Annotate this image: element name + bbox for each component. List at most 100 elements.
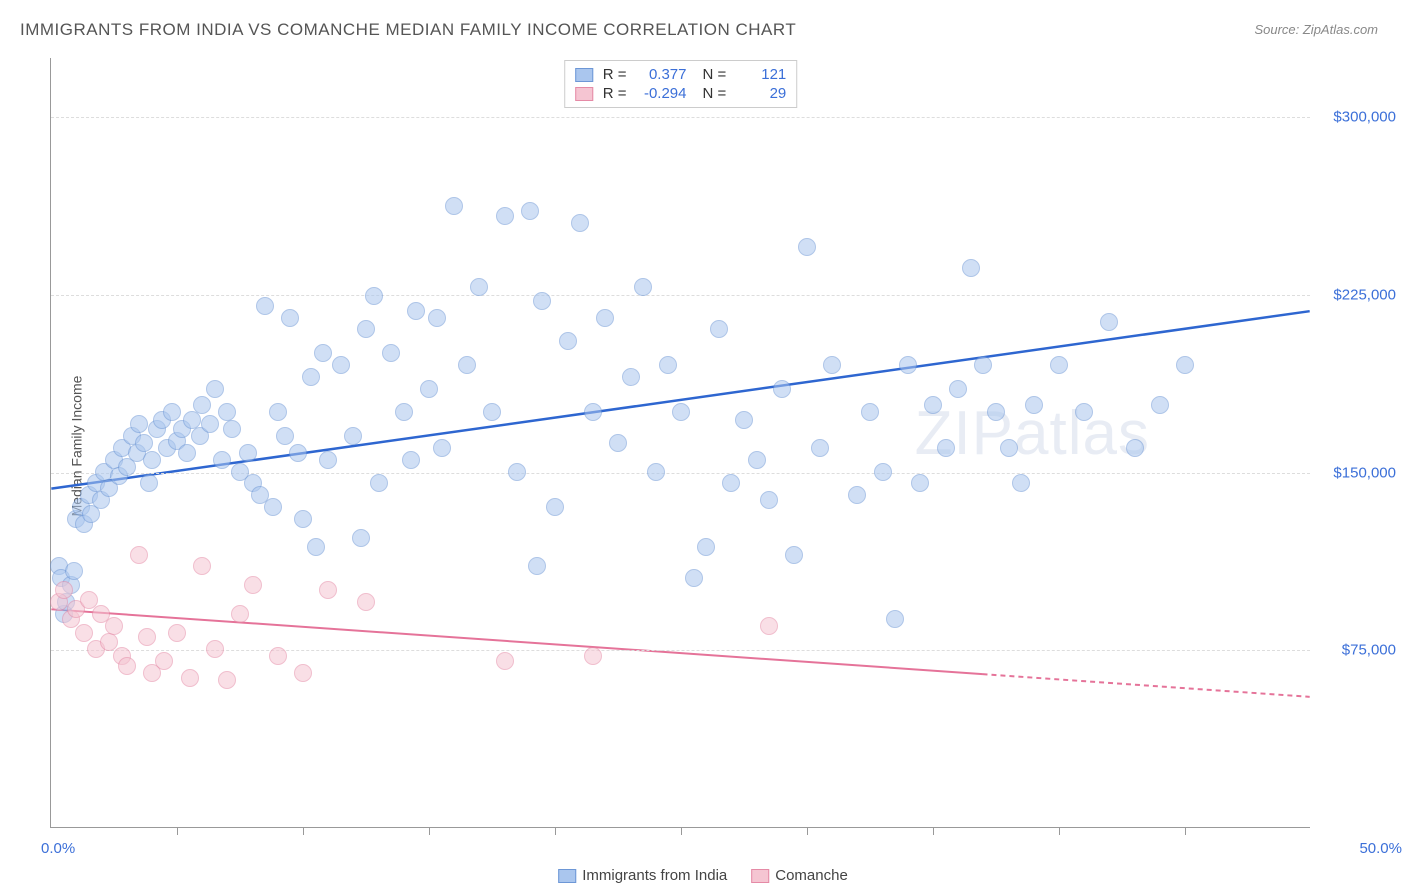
gridline-h [51, 650, 1310, 651]
scatter-point [760, 491, 778, 509]
scatter-point [193, 396, 211, 414]
scatter-point [239, 444, 257, 462]
scatter-point [302, 368, 320, 386]
scatter-point [223, 420, 241, 438]
scatter-point [357, 593, 375, 611]
scatter-point [256, 297, 274, 315]
scatter-point [428, 309, 446, 327]
scatter-point [294, 664, 312, 682]
trend-lines-svg [51, 58, 1310, 827]
scatter-point [231, 605, 249, 623]
scatter-point [508, 463, 526, 481]
scatter-point [1126, 439, 1144, 457]
x-tick [303, 827, 304, 835]
x-tick [807, 827, 808, 835]
stats-legend: R =0.377N =121R =-0.294N =29 [564, 60, 798, 108]
scatter-point [496, 652, 514, 670]
scatter-point [521, 202, 539, 220]
scatter-point [823, 356, 841, 374]
plot-area: ZIPatlas R =0.377N =121R =-0.294N =29 0.… [50, 58, 1310, 828]
scatter-point [218, 671, 236, 689]
legend-label: Comanche [775, 867, 848, 884]
scatter-point [1000, 439, 1018, 457]
source-attribution: Source: ZipAtlas.com [1254, 22, 1378, 37]
scatter-point [218, 403, 236, 421]
scatter-point [528, 557, 546, 575]
scatter-point [143, 451, 161, 469]
scatter-point [672, 403, 690, 421]
y-tick-label: $150,000 [1333, 464, 1396, 481]
legend-swatch [751, 869, 769, 883]
gridline-h [51, 295, 1310, 296]
scatter-point [75, 624, 93, 642]
r-value: -0.294 [637, 85, 687, 102]
scatter-point [647, 463, 665, 481]
chart-container: IMMIGRANTS FROM INDIA VS COMANCHE MEDIAN… [0, 0, 1406, 892]
bottom-legend-item: Comanche [751, 867, 848, 884]
legend-label: Immigrants from India [582, 867, 727, 884]
scatter-point [911, 474, 929, 492]
scatter-point [1176, 356, 1194, 374]
x-tick [1185, 827, 1186, 835]
scatter-point [546, 498, 564, 516]
scatter-point [1012, 474, 1030, 492]
scatter-point [760, 617, 778, 635]
n-equals: N = [703, 85, 727, 102]
scatter-point [65, 562, 83, 580]
n-equals: N = [703, 66, 727, 83]
scatter-point [962, 259, 980, 277]
scatter-point [206, 640, 224, 658]
scatter-point [289, 444, 307, 462]
scatter-point [937, 439, 955, 457]
scatter-point [1075, 403, 1093, 421]
scatter-point [130, 546, 148, 564]
x-tick [177, 827, 178, 835]
r-equals: R = [603, 66, 627, 83]
n-value: 121 [736, 66, 786, 83]
scatter-point [685, 569, 703, 587]
scatter-point [949, 380, 967, 398]
legend-swatch [575, 87, 593, 101]
scatter-point [710, 320, 728, 338]
scatter-point [395, 403, 413, 421]
gridline-h [51, 117, 1310, 118]
scatter-point [596, 309, 614, 327]
scatter-point [294, 510, 312, 528]
x-axis-end-label: 50.0% [1359, 840, 1402, 857]
bottom-legend: Immigrants from India Comanche [558, 867, 848, 884]
x-tick [429, 827, 430, 835]
scatter-point [559, 332, 577, 350]
scatter-point [314, 344, 332, 362]
scatter-point [269, 647, 287, 665]
x-axis-start-label: 0.0% [41, 840, 75, 857]
scatter-point [276, 427, 294, 445]
scatter-point [140, 474, 158, 492]
legend-swatch [575, 68, 593, 82]
scatter-point [105, 617, 123, 635]
scatter-point [622, 368, 640, 386]
scatter-point [974, 356, 992, 374]
scatter-point [496, 207, 514, 225]
scatter-point [163, 403, 181, 421]
r-equals: R = [603, 85, 627, 102]
scatter-point [924, 396, 942, 414]
scatter-point [798, 238, 816, 256]
scatter-point [55, 581, 73, 599]
scatter-point [533, 292, 551, 310]
scatter-point [1025, 396, 1043, 414]
scatter-point [244, 576, 262, 594]
scatter-point [987, 403, 1005, 421]
scatter-point [571, 214, 589, 232]
chart-title: IMMIGRANTS FROM INDIA VS COMANCHE MEDIAN… [20, 20, 796, 40]
scatter-point [281, 309, 299, 327]
scatter-point [155, 652, 173, 670]
scatter-point [445, 197, 463, 215]
scatter-point [1151, 396, 1169, 414]
n-value: 29 [736, 85, 786, 102]
y-tick-label: $75,000 [1342, 642, 1396, 659]
scatter-point [470, 278, 488, 296]
scatter-point [130, 415, 148, 433]
x-tick [681, 827, 682, 835]
y-tick-label: $225,000 [1333, 286, 1396, 303]
scatter-point [584, 647, 602, 665]
